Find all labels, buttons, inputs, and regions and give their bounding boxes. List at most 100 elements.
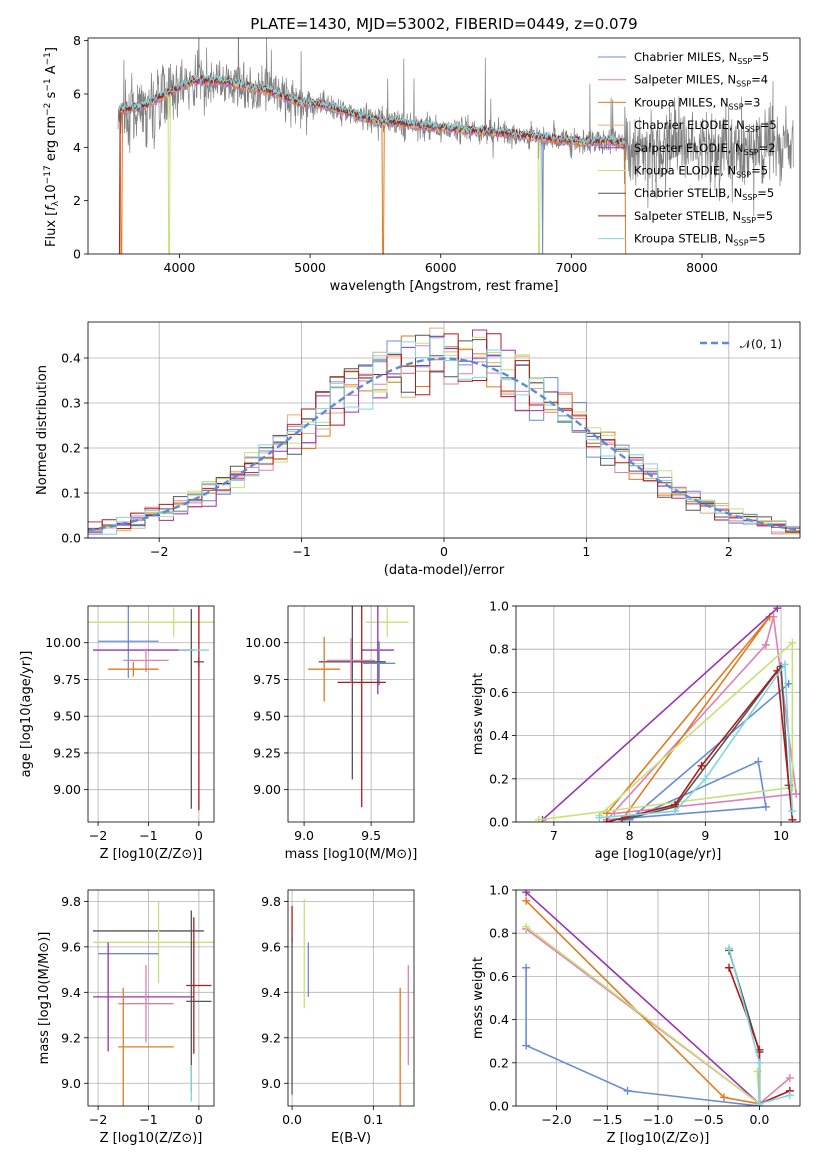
- weight-marker: [602, 818, 611, 822]
- model-spectrum: [119, 77, 627, 254]
- y-tick-label: 9.00: [253, 782, 281, 797]
- weight-marker: [725, 963, 733, 972]
- weight-marker: [697, 761, 706, 770]
- weight-marker: [725, 944, 733, 953]
- y-tick-label: 0.8: [489, 642, 509, 657]
- y-tick-label: 9.25: [253, 745, 281, 760]
- y-axis-label: Flux [fλ10−17 erg cm−2 s−1 A−1]: [43, 47, 61, 247]
- axes-residuals: −2 −1 0 1 2 0.0 0.1 0.2 0.3 0.4 (data-model)/error…: [35, 321, 801, 578]
- weight-line: [541, 607, 778, 821]
- x-tick-label: −1: [139, 828, 157, 843]
- y-tick-label: 9.6: [61, 939, 81, 954]
- y-tick-label: 0.4: [61, 351, 81, 366]
- y-tick-label: 0.6: [489, 969, 509, 984]
- weight-marker: [754, 757, 763, 766]
- legend-label: 𝒩(0, 1): [740, 337, 782, 351]
- legend-label: Kroupa STELIB, NSSP=5: [634, 232, 765, 248]
- weight-marker: [671, 807, 680, 816]
- x-axis-label: age [log10(age/yr)]: [595, 847, 722, 862]
- x-tick-label: 9: [701, 828, 709, 843]
- normal-curve: [88, 357, 800, 532]
- y-tick-label: 9.25: [53, 745, 81, 760]
- y-tick-label: 6: [73, 87, 81, 102]
- weight-marker: [522, 1041, 531, 1050]
- y-tick-label: 9.4: [61, 985, 81, 1000]
- y-tick-label: 1.0: [489, 883, 509, 898]
- observed-spectrum: [117, 38, 794, 217]
- y-tick-label: 9.2: [61, 1030, 81, 1045]
- weight-line: [525, 900, 760, 1105]
- y-tick-label: 9.2: [261, 1030, 281, 1045]
- legend-label: Chabrier MILES, NSSP=5: [634, 50, 769, 66]
- x-tick-label: 9.0: [294, 828, 314, 843]
- y-tick-label: 9.4: [261, 985, 281, 1000]
- x-tick-label: −1.0: [643, 1112, 673, 1127]
- axes-mass_vs_EBV: 0.0 0.1 9.0 9.2 9.4 9.6 9.8 E(B-V): [261, 889, 415, 1146]
- axes-weight_vs_Z: −2.0 −1.5 −1.0 −0.5 0.0 0.0 0.2 0.4 0.6 0.8 1.0 Z […: [471, 883, 801, 1146]
- y-tick-label: 9.0: [261, 1076, 281, 1091]
- weight-marker: [701, 774, 710, 783]
- y-tick-label: 9.75: [253, 672, 281, 687]
- y-tick-label: 9.6: [261, 939, 281, 954]
- weight-line: [606, 616, 798, 821]
- x-tick-label: 0: [440, 544, 448, 559]
- y-tick-label: 9.0: [61, 1076, 81, 1091]
- x-axis-label: (data-model)/error: [384, 563, 505, 578]
- weight-line: [525, 891, 760, 1105]
- x-axis-label: mass [log10(M/M⊙)]: [285, 847, 418, 862]
- histogram-step: [88, 337, 800, 535]
- plot-frame: [515, 605, 801, 823]
- y-tick-label: 1.0: [489, 599, 509, 614]
- model-spectrum: [118, 74, 627, 254]
- y-tick-label: 0.2: [489, 771, 509, 786]
- weight-marker: [785, 1073, 794, 1082]
- y-tick-label: 0.0: [489, 815, 509, 830]
- y-tick-label: 0.4: [489, 1012, 509, 1027]
- model-spectrum: [118, 73, 627, 146]
- plot-frame: [87, 321, 801, 539]
- weight-series: [534, 606, 800, 822]
- model-spectrum: [119, 75, 627, 254]
- weight-marker: [755, 1099, 764, 1106]
- errorbars: [93, 901, 214, 1106]
- x-tick-label: 10: [773, 828, 789, 843]
- y-axis-label: mass [log10(M/M⊙)]: [37, 932, 52, 1065]
- x-tick-label: 6000: [425, 260, 457, 275]
- weight-marker: [719, 1093, 728, 1102]
- weight-line: [538, 640, 794, 821]
- weight-marker: [522, 890, 531, 897]
- y-tick-label: 0.8: [489, 926, 509, 941]
- axes-mass_vs_Z: −2 −1 0 9.0 9.2 9.4 9.6 9.8 Z [log10(Z/Z⊙)] mass …: [37, 889, 215, 1146]
- weight-line: [525, 967, 760, 1106]
- x-tick-label: −2: [150, 544, 168, 559]
- weight-marker: [755, 1058, 764, 1067]
- weight-marker: [788, 807, 797, 816]
- legend-label: Kroupa ELODIE, NSSP=5: [634, 164, 768, 180]
- x-tick-label: −2: [89, 1112, 107, 1127]
- plot-frame: [87, 605, 215, 823]
- y-tick-label: 8: [73, 33, 81, 48]
- x-tick-label: 8: [626, 828, 634, 843]
- x-tick-label: 0: [195, 1112, 203, 1127]
- errorbars: [291, 899, 409, 1106]
- model-spectrum: [118, 78, 627, 254]
- x-tick-label: −1: [139, 1112, 157, 1127]
- x-tick-label: −1: [292, 544, 310, 559]
- legend-label: Salpeter ELODIE, NSSP=2: [634, 141, 776, 157]
- histograms: [88, 327, 800, 535]
- errorbars: [308, 606, 409, 808]
- legend-label: Chabrier STELIB, NSSP=5: [634, 186, 774, 202]
- y-axis-label: mass weight: [471, 673, 486, 755]
- x-axis-label: wavelength [Angstrom, rest frame]: [330, 279, 559, 294]
- x-tick-label: 2: [725, 544, 733, 559]
- y-tick-label: 9.8: [61, 894, 81, 909]
- y-tick-label: 9.50: [253, 709, 281, 724]
- plot-frame: [87, 889, 215, 1107]
- legend-label: Chabrier ELODIE, NSSP=5: [634, 118, 777, 134]
- x-axis-label: Z [log10(Z/Z⊙)]: [100, 847, 203, 862]
- y-tick-label: 4: [73, 140, 81, 155]
- legend-label: Salpeter MILES, NSSP=4: [634, 73, 768, 89]
- x-tick-label: −0.5: [694, 1112, 724, 1127]
- weight-marker: [785, 1091, 794, 1100]
- x-tick-label: 0: [195, 828, 203, 843]
